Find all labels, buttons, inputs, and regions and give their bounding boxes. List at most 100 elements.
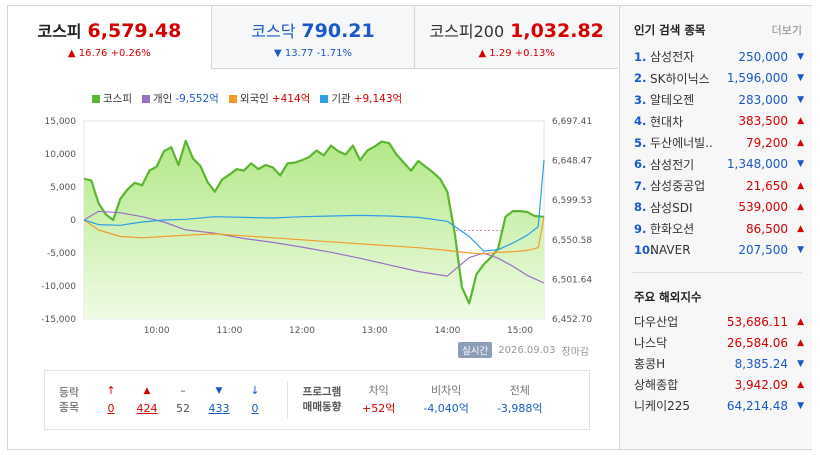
index-price: 3,942.09 (734, 377, 788, 392)
overseas-index-item[interactable]: 나스닥 26,584.06 ▲ (634, 332, 804, 353)
legend-value: +9,143억 (353, 93, 403, 105)
stock-price: 207,500 (738, 243, 788, 258)
stock-name[interactable]: SK하이닉스 (650, 71, 710, 86)
popular-stock-item[interactable]: 9. 한화오션 86,500 ▲ (634, 218, 804, 240)
breadth-unchanged[interactable]: – 52 (165, 382, 201, 418)
legend-label: 외국인 (239, 93, 269, 105)
program-label-top: 프로그램 (302, 386, 342, 398)
program-value: +52억 (362, 402, 396, 415)
breadth-falling[interactable]: ▼ 433 (201, 382, 237, 418)
stock-name[interactable]: 삼성전기 (650, 157, 695, 172)
rank-number: 1. (634, 49, 647, 64)
legend-institution[interactable]: 기관 +9,143억 (320, 91, 402, 106)
index-value: 1,032.82 (510, 20, 604, 42)
index-tabs: 코스피 6,579.48 ▲ 16.76 +0.26% 코스닥 790.21 ▼… (8, 6, 619, 69)
divider (287, 381, 288, 419)
program-non-arbitrage: 비차익 -4,040억 (409, 382, 483, 418)
stock-name[interactable]: 현대차 (650, 114, 684, 129)
breadth-label-top: 등락 (58, 386, 80, 399)
stock-name[interactable]: 두산에너빌.. (650, 136, 713, 151)
market-widget: 코스피 6,579.48 ▲ 16.76 +0.26% 코스닥 790.21 ▼… (7, 5, 812, 450)
legend-value: -9,552억 (175, 93, 219, 105)
y-left-tick-label: -10,000 (41, 282, 76, 292)
down-arrow-icon: ▼ (797, 73, 804, 84)
x-tick-label: 14:00 (434, 326, 460, 336)
breadth-rising[interactable]: ▲ 424 (129, 382, 165, 418)
stock-name[interactable]: NAVER (650, 243, 691, 258)
realtime-badge[interactable]: 실시간 (458, 342, 493, 358)
rank-number: 2. (634, 71, 647, 86)
tab-kospi200[interactable]: 코스피200 1,032.82 ▲ 1.29 +0.13% (415, 6, 619, 69)
index-name[interactable]: 다우산업 (634, 315, 679, 329)
popular-stock-item[interactable]: 1. 삼성전자 250,000 ▼ (634, 46, 804, 68)
x-tick-label: 15:00 (507, 326, 533, 336)
popular-stock-item[interactable]: 10. NAVER 207,500 ▼ (634, 240, 804, 262)
index-name[interactable]: 홍콩H (634, 357, 666, 371)
more-link[interactable]: 더보기 (771, 24, 802, 37)
y-right-tick-label: 6,550.58 (552, 236, 592, 246)
breadth-count: 433 (208, 402, 230, 415)
overseas-index-item[interactable]: 니케이225 64,214.48 ▼ (634, 395, 804, 416)
fall-icon: ▼ (215, 386, 223, 396)
program-value: -4,040억 (423, 402, 469, 415)
overseas-index-item[interactable]: 상해종합 3,942.09 ▲ (634, 374, 804, 395)
popular-stock-item[interactable]: 6. 삼성전기 1,348,000 ▼ (634, 154, 804, 176)
legend-swatch (141, 94, 150, 103)
divider (632, 272, 802, 273)
popular-list: 1. 삼성전자 250,000 ▼ 2. SK하이닉스 1,596,000 ▼ 3. 알테오젠 28… (634, 46, 804, 261)
popular-stock-item[interactable]: 5. 두산에너빌.. 79,200 ▲ (634, 132, 804, 154)
stock-name[interactable]: 한화오션 (650, 222, 695, 237)
index-name[interactable]: 상해종합 (634, 378, 679, 392)
breadth-lower-limit[interactable]: ↓ 0 (237, 382, 273, 418)
legend-individual[interactable]: 개인 -9,552억 (141, 91, 219, 106)
stock-price: 1,348,000 (726, 157, 788, 172)
stock-name[interactable]: 알테오젠 (650, 93, 695, 108)
stock-price: 539,000 (738, 200, 788, 215)
institution-line (83, 159, 545, 252)
tab-kosdaq[interactable]: 코스닥 790.21 ▼ 13.77 -1.71% (211, 6, 416, 69)
stock-name[interactable]: 삼성중공업 (650, 179, 706, 194)
stock-price: 21,650 (746, 178, 788, 193)
stock-name[interactable]: 삼성전자 (650, 50, 695, 65)
overseas-list: 다우산업 53,686.11 ▲ 나스닥 26,584.06 ▲ 홍콩H 8,385.24 ▼ 상… (634, 311, 804, 416)
y-left-tick-label: 15,000 (45, 117, 77, 127)
rank-number: 5. (634, 135, 647, 150)
stock-price: 1,596,000 (726, 71, 788, 86)
popular-stock-item[interactable]: 4. 현대차 383,500 ▲ (634, 111, 804, 133)
y-left-tick-label: 5,000 (50, 183, 76, 193)
down-arrow-icon: ▼ (797, 358, 804, 369)
up-arrow-icon: ▲ (797, 180, 804, 191)
index-name[interactable]: 니케이225 (634, 399, 691, 413)
index-change: ▼ 13.77 -1.71% (273, 48, 353, 59)
overseas-index-item[interactable]: 다우산업 53,686.11 ▲ (634, 311, 804, 332)
breadth-count: 0 (107, 402, 115, 415)
program-head: 차익 (368, 384, 389, 397)
tab-label: 코스피200 (429, 22, 505, 41)
legend-kospi[interactable]: 코스피 (92, 91, 132, 106)
popular-stock-item[interactable]: 8. 삼성SDI 539,000 ▲ (634, 197, 804, 219)
intraday-chart: 코스피 개인 -9,552억 외국인 +414억 기관 +9,143억 15,000 1… (8, 69, 618, 364)
overseas-index-item[interactable]: 홍콩H 8,385.24 ▼ (634, 353, 804, 374)
stock-name[interactable]: 삼성SDI (650, 200, 693, 215)
index-name[interactable]: 나스닥 (634, 336, 668, 350)
down-arrow-icon: ▼ (797, 94, 804, 105)
tab-kospi[interactable]: 코스피 6,579.48 ▲ 16.76 +0.26% (8, 6, 212, 69)
program-value: -3,988억 (496, 402, 543, 415)
index-value: 6,579.48 (87, 20, 182, 42)
program-label: 프로그램 매매동향 (296, 385, 348, 415)
stock-price: 86,500 (746, 221, 788, 236)
upper-limit-icon: ↑ (106, 384, 116, 397)
y-right-tick-label: 6,452.70 (552, 315, 592, 325)
breadth-upper-limit[interactable]: ↑ 0 (93, 382, 129, 418)
index-price: 26,584.06 (726, 335, 788, 350)
popular-stock-item[interactable]: 3. 알테오젠 283,000 ▼ (634, 89, 804, 111)
popular-stock-item[interactable]: 2. SK하이닉스 1,596,000 ▼ (634, 68, 804, 90)
index-price: 53,686.11 (726, 314, 788, 329)
legend-value: +414억 (271, 93, 311, 105)
legend-foreign[interactable]: 외국인 +414억 (228, 91, 311, 106)
up-arrow-icon: ▲ (797, 337, 804, 348)
tab-label: 코스닥 (251, 22, 296, 41)
chart-legend: 코스피 개인 -9,552억 외국인 +414억 기관 +9,143억 (92, 91, 402, 106)
kospi-area (84, 140, 544, 319)
popular-stock-item[interactable]: 7. 삼성중공업 21,650 ▲ (634, 175, 804, 197)
